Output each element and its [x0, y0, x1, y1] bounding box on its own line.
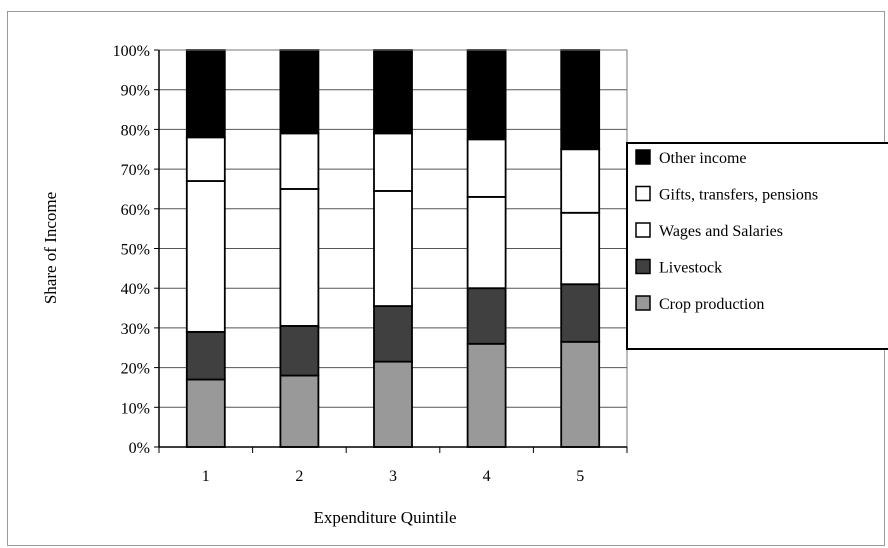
- y-tick-label: 50%: [121, 242, 150, 259]
- bar-segment: [466, 195, 507, 290]
- bar-segment: [279, 188, 320, 327]
- x-tick-label: 2: [295, 468, 303, 485]
- bar-segment: [373, 360, 413, 448]
- bar-segment: [279, 374, 320, 448]
- bar-segment: [185, 49, 226, 139]
- legend-swatch: [635, 222, 651, 238]
- legend: Other income Gifts, transfers, pensions Wa…: [626, 142, 888, 350]
- x-tick-label: 1: [202, 468, 210, 485]
- y-tick-label: 20%: [121, 361, 150, 378]
- legend-label: Other income: [659, 150, 747, 167]
- bar-segment: [185, 330, 226, 381]
- y-tick-labels: 0% 10% 20% 30% 40% 50% 60% 70% 80% 90% 100%: [113, 43, 150, 457]
- y-tick-label: 30%: [121, 321, 150, 338]
- y-axis-label: Share of Income: [41, 192, 60, 304]
- y-tick-label: 60%: [121, 202, 150, 219]
- legend-label: Livestock: [659, 260, 722, 277]
- bar-segment: [560, 340, 601, 448]
- bar-segment: [373, 132, 413, 192]
- legend-swatch: [635, 295, 651, 311]
- bar-segment: [279, 325, 320, 377]
- x-tick-label: 4: [483, 468, 491, 485]
- bar-segment: [279, 132, 320, 190]
- legend-label: Gifts, transfers, pensions: [659, 187, 818, 204]
- legend-label: Crop production: [659, 296, 764, 313]
- legend-box: [626, 142, 888, 350]
- y-tick-label: 90%: [121, 83, 150, 100]
- bar-segment: [373, 49, 413, 135]
- bar-segment: [466, 49, 507, 141]
- bar-segment: [185, 180, 226, 333]
- legend-swatch: [635, 149, 651, 165]
- y-tick-label: 80%: [121, 122, 150, 139]
- bar-segment: [466, 342, 507, 448]
- bar-segment: [560, 148, 601, 214]
- legend-swatch: [635, 258, 651, 275]
- bar-segment: [560, 283, 601, 343]
- bar-segment: [560, 211, 601, 286]
- bar-segment: [185, 378, 226, 448]
- x-axis-label: Expenditure Quintile: [313, 508, 456, 527]
- legend-swatch: [635, 185, 651, 202]
- y-tick-label: 10%: [121, 400, 150, 417]
- y-tick-label: 100%: [113, 43, 150, 60]
- legend-label: Wages and Salaries: [659, 223, 783, 240]
- y-tick-label: 0%: [129, 440, 150, 457]
- bar-segment: [279, 49, 320, 135]
- bar-segment: [466, 287, 507, 345]
- x-tick-label: 5: [576, 468, 584, 485]
- bars: [185, 49, 601, 448]
- bar-segment: [373, 305, 413, 363]
- bar-segment: [466, 138, 507, 198]
- x-tick-label: 3: [389, 468, 397, 485]
- x-tick-labels: 1 2 3 4 5: [202, 468, 584, 485]
- bar-segment: [373, 190, 413, 307]
- bar-segment: [185, 136, 226, 182]
- y-tick-label: 70%: [121, 162, 150, 179]
- y-tick-label: 40%: [121, 281, 150, 298]
- axes: [154, 49, 628, 453]
- bar-segment: [560, 49, 601, 151]
